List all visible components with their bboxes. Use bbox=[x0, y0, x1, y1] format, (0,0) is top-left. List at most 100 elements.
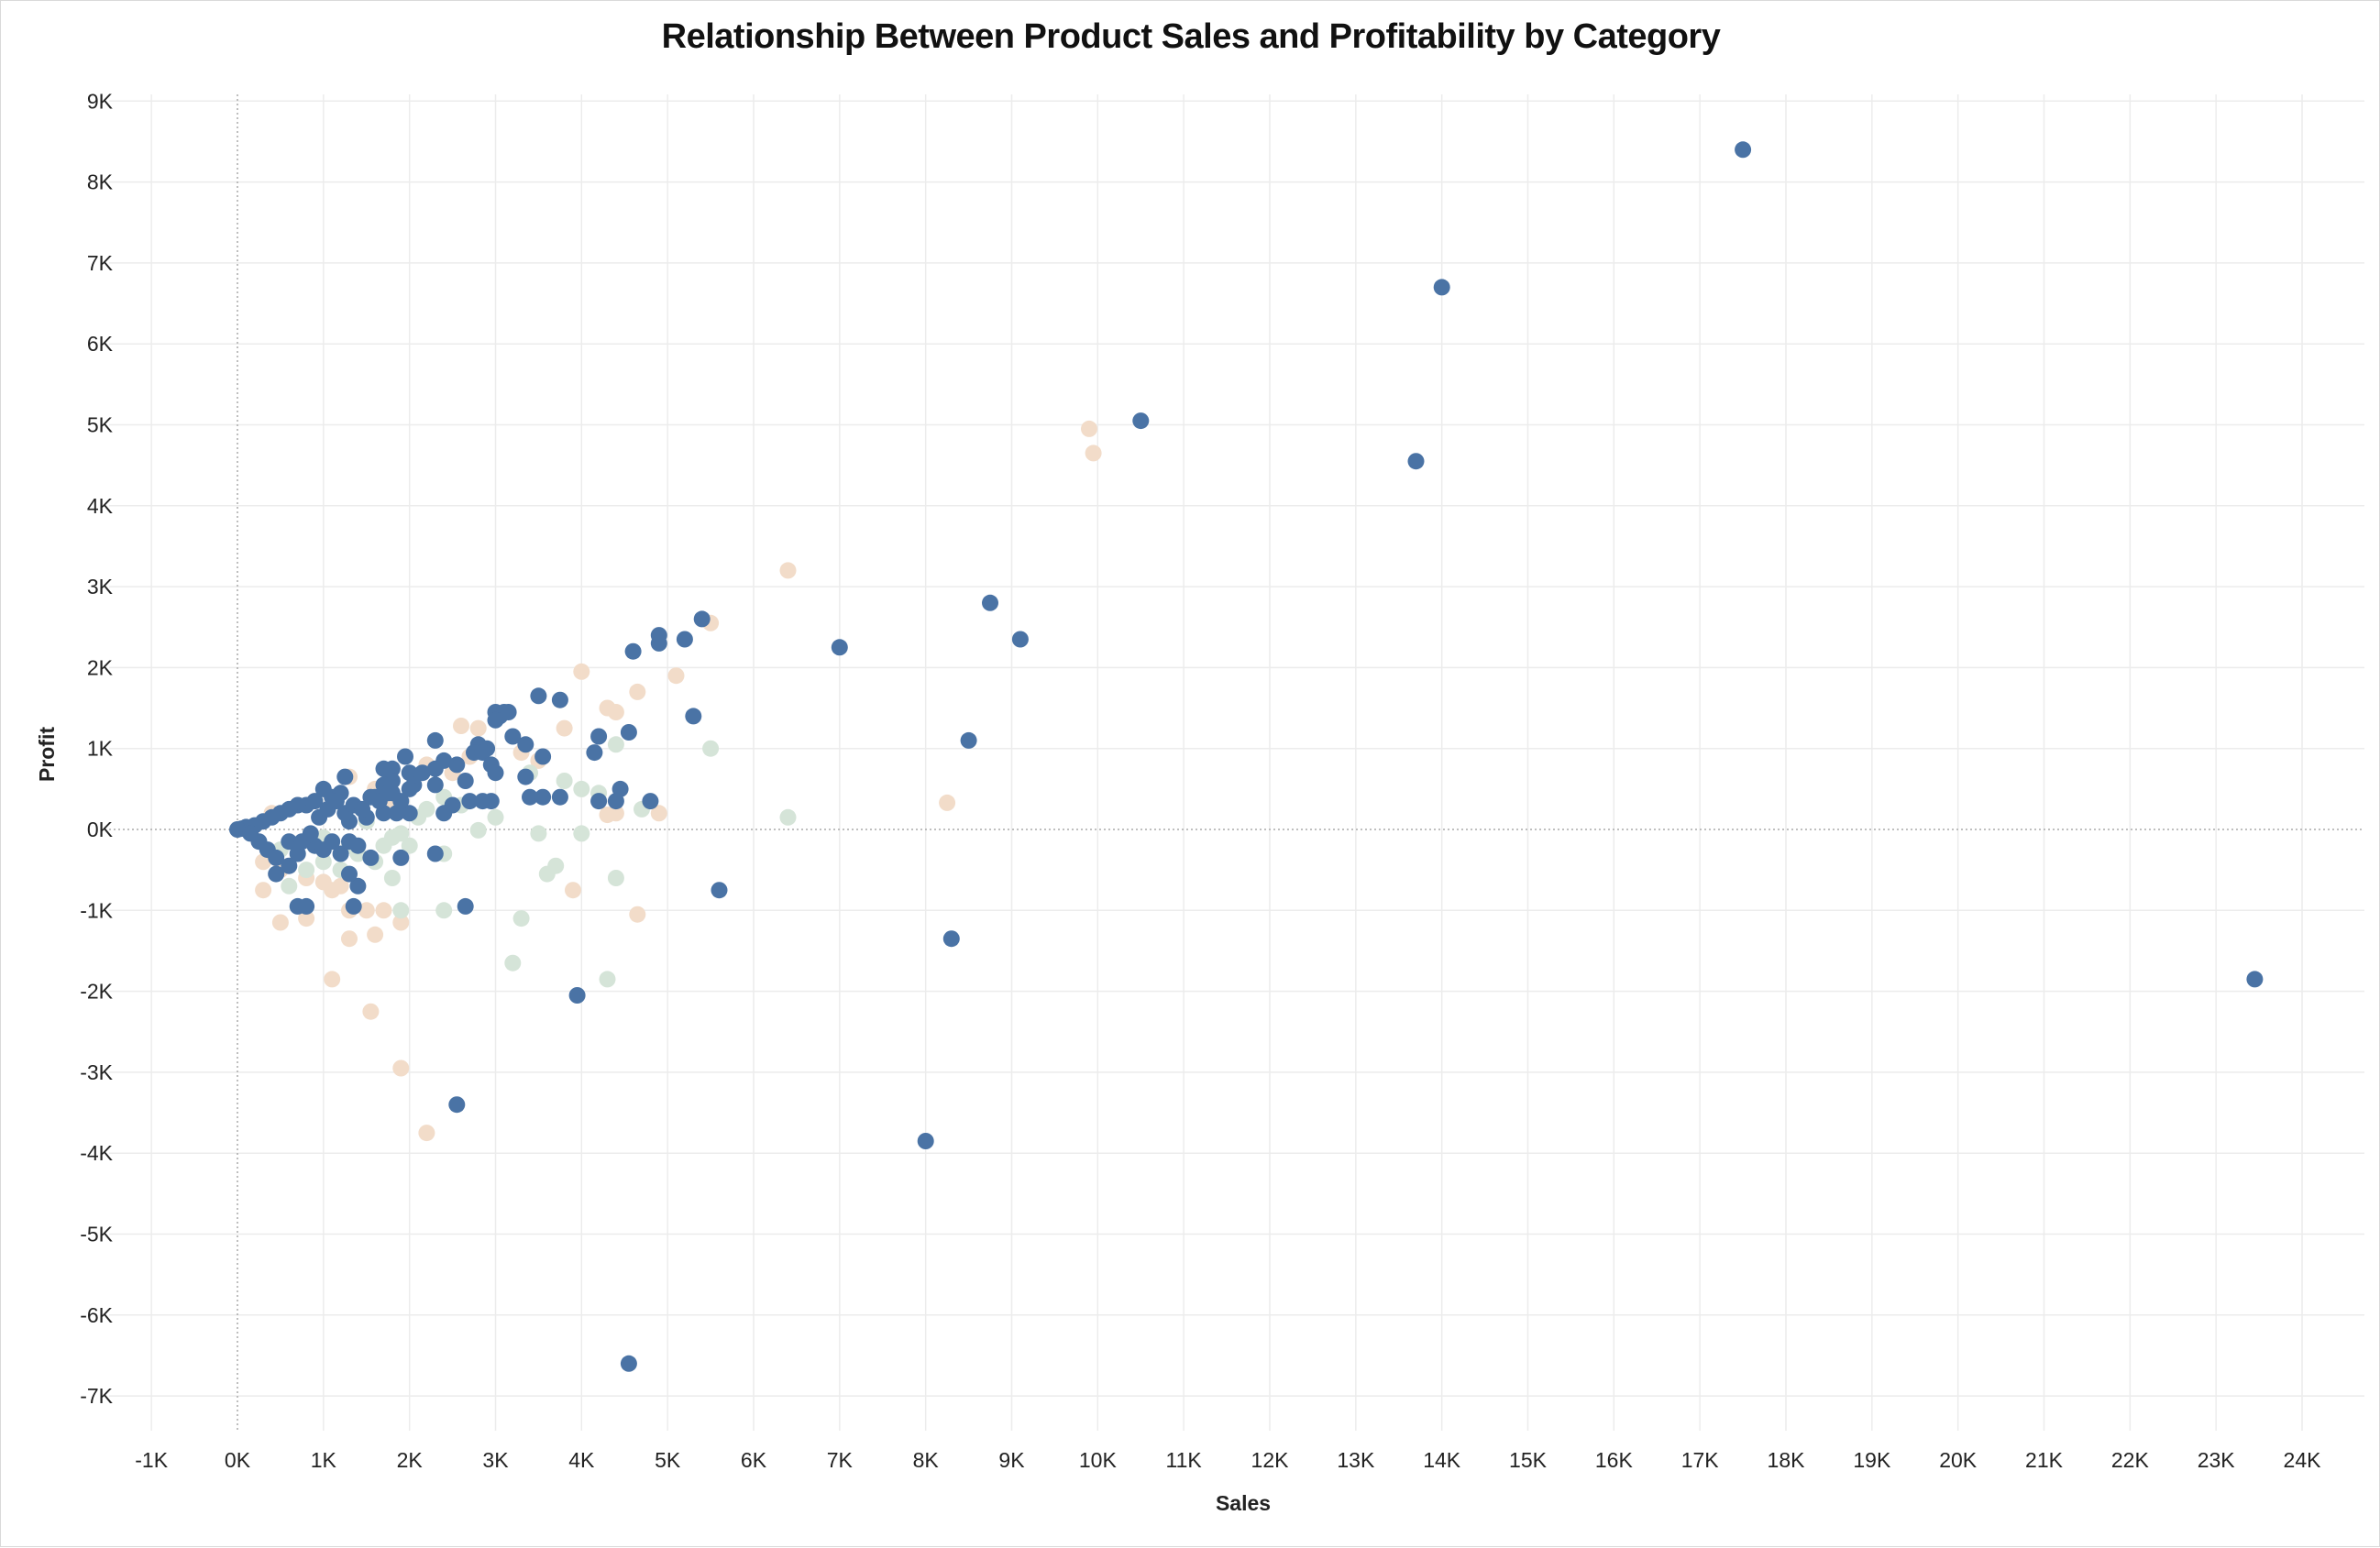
data-point bbox=[401, 837, 418, 854]
x-tick-label: 15K bbox=[1509, 1448, 1548, 1472]
data-point bbox=[551, 788, 568, 806]
data-point bbox=[298, 910, 315, 928]
data-point bbox=[457, 773, 474, 789]
y-tick-label: -5K bbox=[80, 1223, 113, 1246]
data-point bbox=[453, 718, 469, 734]
data-point bbox=[534, 748, 552, 765]
x-tick-label: 11K bbox=[1166, 1448, 1203, 1472]
data-point bbox=[392, 849, 410, 866]
data-point bbox=[392, 793, 410, 810]
data-point bbox=[982, 594, 998, 611]
data-point bbox=[413, 764, 431, 782]
y-tick-label: 7K bbox=[87, 251, 114, 275]
x-tick-labels: -1K 0K 1K 2K 3K 4K 5K 6K 7K 8K 9K 10K 11K 12K 13K 14K 15… bbox=[135, 1448, 2321, 1472]
data-point bbox=[418, 1125, 435, 1142]
data-point bbox=[324, 833, 341, 851]
y-tick-labels: 9K 8K 7K 6K 5K 4K 3K 2K 1K 0K -1K -2K -3K -4K -5K -6K -7… bbox=[80, 89, 113, 1408]
data-point bbox=[448, 1096, 466, 1114]
data-point bbox=[512, 910, 530, 928]
data-point bbox=[487, 711, 504, 729]
data-point bbox=[392, 902, 410, 919]
data-point bbox=[314, 853, 332, 871]
data-point bbox=[556, 773, 573, 789]
data-point bbox=[1433, 279, 1450, 296]
data-point bbox=[392, 1059, 410, 1077]
data-point bbox=[607, 736, 624, 753]
grid-lines bbox=[109, 94, 2364, 1431]
data-point bbox=[586, 744, 603, 762]
data-point bbox=[345, 897, 362, 915]
data-point bbox=[255, 882, 272, 899]
data-point bbox=[362, 1003, 380, 1020]
data-point bbox=[676, 631, 693, 648]
data-point bbox=[461, 793, 479, 810]
data-point bbox=[426, 776, 444, 794]
y-tick-label: 9K bbox=[87, 89, 114, 113]
data-point bbox=[573, 780, 590, 797]
x-tick-label: 7K bbox=[827, 1448, 854, 1472]
data-point bbox=[942, 930, 960, 948]
data-point bbox=[332, 845, 349, 862]
data-point bbox=[504, 728, 522, 745]
x-tick-label: 8K bbox=[913, 1448, 940, 1472]
x-tick-label: 22K bbox=[2111, 1448, 2150, 1472]
x-axis-title: Sales bbox=[1216, 1491, 1271, 1515]
x-tick-label: 13K bbox=[1337, 1448, 1375, 1472]
y-tick-label: 2K bbox=[87, 655, 114, 679]
data-point bbox=[324, 882, 341, 899]
data-point bbox=[1011, 631, 1029, 648]
y-tick-label: 6K bbox=[87, 332, 114, 356]
y-tick-label: -1K bbox=[80, 898, 113, 922]
data-point bbox=[939, 794, 956, 811]
data-point bbox=[435, 805, 453, 822]
data-point bbox=[380, 785, 397, 802]
data-point bbox=[281, 833, 298, 851]
x-tick-label: 4K bbox=[568, 1448, 595, 1472]
data-point bbox=[435, 902, 453, 919]
data-point bbox=[607, 793, 624, 810]
data-point bbox=[341, 865, 358, 883]
data-point bbox=[624, 642, 642, 660]
data-point bbox=[779, 808, 797, 826]
data-point bbox=[281, 857, 298, 874]
data-point bbox=[702, 740, 720, 757]
data-point bbox=[565, 882, 581, 899]
data-point bbox=[607, 870, 624, 886]
data-point bbox=[711, 882, 728, 899]
x-tick-label: 9K bbox=[998, 1448, 1025, 1472]
data-point bbox=[556, 719, 573, 737]
data-point bbox=[568, 987, 586, 1004]
data-point bbox=[349, 877, 367, 895]
data-point bbox=[298, 897, 315, 915]
data-point bbox=[281, 877, 298, 895]
data-point bbox=[607, 704, 624, 720]
data-point bbox=[530, 687, 547, 705]
data-point bbox=[960, 731, 977, 749]
data-point bbox=[573, 825, 590, 842]
data-point bbox=[573, 663, 590, 680]
data-point bbox=[397, 748, 413, 765]
x-tick-label: 20K bbox=[1939, 1448, 1978, 1472]
data-point bbox=[482, 793, 500, 810]
data-point bbox=[547, 857, 565, 874]
data-point bbox=[1081, 420, 1097, 437]
x-tick-label: 2K bbox=[397, 1448, 424, 1472]
data-point bbox=[426, 760, 444, 777]
y-tick-label: 3K bbox=[87, 575, 114, 598]
data-point bbox=[551, 691, 568, 708]
data-point bbox=[590, 793, 608, 810]
data-point bbox=[779, 562, 797, 579]
y-tick-label: 0K bbox=[87, 818, 114, 841]
data-point bbox=[629, 683, 646, 700]
data-point bbox=[358, 902, 375, 919]
data-point bbox=[590, 728, 608, 745]
data-point bbox=[426, 731, 444, 749]
data-point bbox=[375, 837, 392, 854]
data-point bbox=[426, 845, 444, 862]
x-tick-label: 23K bbox=[2198, 1448, 2236, 1472]
data-point bbox=[327, 793, 345, 810]
x-tick-label: 14K bbox=[1423, 1448, 1461, 1472]
data-point bbox=[367, 926, 384, 943]
data-point bbox=[474, 744, 491, 762]
